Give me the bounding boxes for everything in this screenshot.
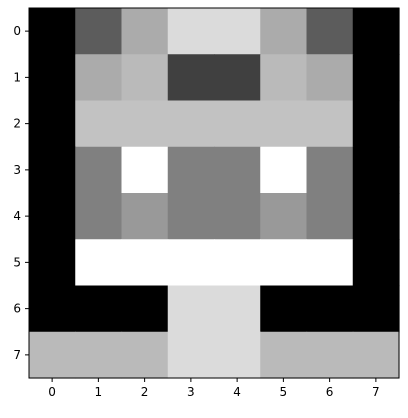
heatmap-cell-r5-c6: [306, 239, 354, 287]
heatmap-cell-r3-c6: [306, 146, 354, 194]
heatmap-cell-r0-c7: [352, 8, 400, 55]
x-tick-label-5: 5: [280, 385, 288, 399]
heatmap-cell-r4-c3: [167, 193, 215, 240]
x-tick-label-0: 0: [48, 385, 56, 399]
x-tick-label-7: 7: [372, 385, 380, 399]
heatmap-cell-r1-c4: [214, 54, 261, 102]
heatmap-cell-r6-c5: [260, 285, 308, 333]
x-tick-label-1: 1: [95, 385, 103, 399]
heatmap-cell-r5-c5: [260, 239, 308, 287]
heatmap-cell-r4-c7: [352, 193, 400, 240]
heatmap-cell-r3-c1: [75, 146, 123, 194]
heatmap-cell-r7-c1: [75, 331, 123, 379]
heatmap-cell-r6-c2: [121, 285, 169, 333]
heatmap-cell-r2-c3: [167, 100, 215, 148]
y-tick-label-1: 1: [13, 70, 21, 84]
heatmap-cell-r7-c2: [121, 331, 169, 379]
heatmap-cell-r2-c6: [306, 100, 354, 148]
heatmap-cell-r6-c4: [214, 285, 261, 333]
heatmap-cell-r1-c1: [75, 54, 123, 102]
heatmap-cell-r5-c0: [29, 239, 76, 287]
heatmap-cell-r1-c3: [167, 54, 215, 102]
x-tick-label-6: 6: [326, 385, 334, 399]
heatmap-cell-r0-c0: [29, 8, 76, 55]
heatmap-cell-r6-c6: [306, 285, 354, 333]
plot-frame: [28, 7, 400, 379]
heatmap-cell-r0-c3: [167, 8, 215, 55]
y-tick-label-4: 4: [13, 209, 21, 223]
heatmap-cell-r5-c2: [121, 239, 169, 287]
heatmap-cell-r4-c0: [29, 193, 76, 240]
heatmap-cell-r0-c1: [75, 8, 123, 55]
heatmap-cell-r7-c5: [260, 331, 308, 379]
y-tick-label-2: 2: [13, 117, 21, 131]
x-axis: 0 1 2 3 4 5 6 7: [48, 378, 380, 399]
heatmap-cell-r2-c5: [260, 100, 308, 148]
heatmap-cell-r3-c4: [214, 146, 261, 194]
heatmap-cell-r5-c7: [352, 239, 400, 287]
y-axis: 0 1 2 3 4 5 6 7: [13, 24, 29, 362]
x-tick-label-2: 2: [141, 385, 149, 399]
heatmap-cell-r1-c2: [121, 54, 169, 102]
heatmap-cell-r4-c5: [260, 193, 308, 240]
heatmap-cell-r2-c0: [29, 100, 76, 148]
heatmap-cell-r3-c2: [121, 146, 169, 194]
heatmap-cell-r0-c4: [214, 8, 261, 55]
heatmap-cell-r6-c3: [167, 285, 215, 333]
y-tick-label-3: 3: [13, 163, 21, 177]
heatmap-cell-r7-c7: [352, 331, 400, 379]
heatmap-cell-r1-c6: [306, 54, 354, 102]
heatmap-cell-r1-c0: [29, 54, 76, 102]
y-tick-label-0: 0: [13, 24, 21, 38]
x-tick-label-4: 4: [233, 385, 241, 399]
heatmap-cell-r7-c3: [167, 331, 215, 379]
heatmap-cell-r5-c3: [167, 239, 215, 287]
heatmap-cell-r2-c4: [214, 100, 261, 148]
heatmap-cell-r0-c2: [121, 8, 169, 55]
heatmap-cell-r6-c1: [75, 285, 123, 333]
heatmap-cell-r5-c4: [214, 239, 261, 287]
heatmap-cell-r3-c7: [352, 146, 400, 194]
heatmap-cell-r6-c0: [29, 285, 76, 333]
heatmap-cell-r0-c6: [306, 8, 354, 55]
heatmap-cell-r7-c6: [306, 331, 354, 379]
heatmap-cell-r3-c0: [29, 146, 76, 194]
x-tick-label-3: 3: [187, 385, 195, 399]
heatmap-cell-r4-c2: [121, 193, 169, 240]
heatmap-cell-r2-c7: [352, 100, 400, 148]
heatmap-cell-r5-c1: [75, 239, 123, 287]
heatmap-cell-r2-c2: [121, 100, 169, 148]
heatmap-cell-r6-c7: [352, 285, 400, 333]
heatmap-cell-r4-c4: [214, 193, 261, 240]
heatmap-cell-r3-c5: [260, 146, 308, 194]
y-tick-label-5: 5: [13, 255, 21, 269]
heatmap-cell-r1-c5: [260, 54, 308, 102]
heatmap-cell-r7-c0: [29, 331, 76, 379]
heatmap-cell-r4-c6: [306, 193, 354, 240]
heatmap-cell-r1-c7: [352, 54, 400, 102]
heatmap-cell-r2-c1: [75, 100, 123, 148]
heatmap-cell-r3-c3: [167, 146, 215, 194]
heatmap-cell-r0-c5: [260, 8, 308, 55]
heatmap-cells: [29, 8, 400, 379]
y-tick-label-6: 6: [13, 302, 21, 316]
heatmap-cell-r4-c1: [75, 193, 123, 240]
y-tick-label-7: 7: [13, 348, 21, 362]
heatmap-cell-r7-c4: [214, 331, 261, 379]
